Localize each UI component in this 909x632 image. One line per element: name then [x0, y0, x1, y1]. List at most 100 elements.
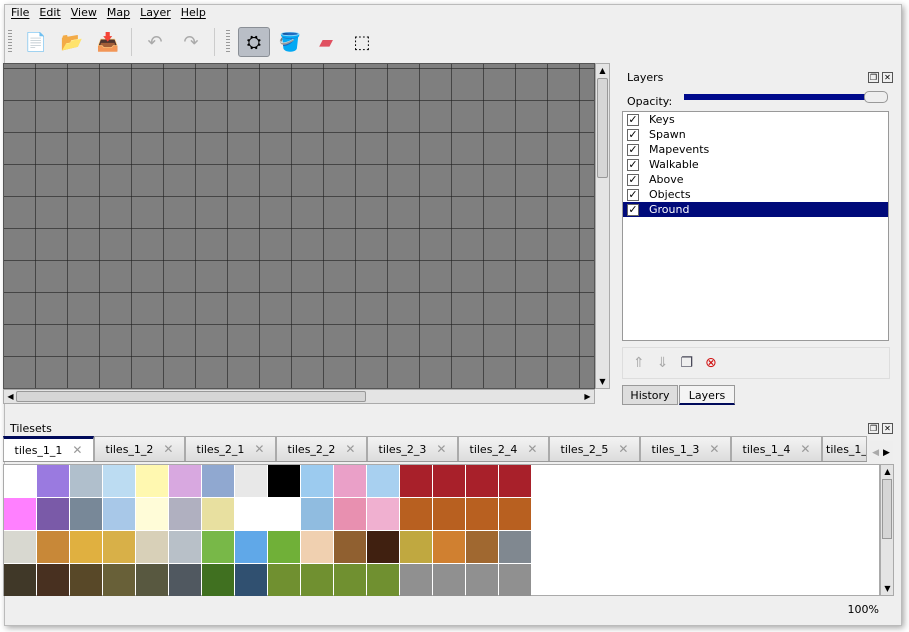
undo-button[interactable]: ↶: [139, 27, 171, 57]
tile[interactable]: [466, 531, 498, 563]
opacity-slider[interactable]: [684, 94, 866, 100]
close-tab-icon[interactable]: ✕: [254, 442, 265, 456]
close-tab-icon[interactable]: ✕: [800, 442, 811, 456]
visibility-checkbox[interactable]: ✓: [627, 202, 639, 216]
tile[interactable]: [400, 465, 432, 497]
visibility-checkbox[interactable]: ✓: [627, 142, 639, 156]
tile[interactable]: [367, 465, 399, 497]
tile[interactable]: [136, 465, 168, 497]
map-canvas[interactable]: [3, 63, 595, 389]
tile[interactable]: [433, 531, 465, 563]
tile[interactable]: [37, 564, 69, 596]
tile[interactable]: [499, 465, 531, 497]
scroll-right-icon[interactable]: ▶: [883, 448, 890, 458]
tile[interactable]: [466, 564, 498, 596]
tile[interactable]: [301, 498, 333, 530]
menu-help[interactable]: Help: [180, 6, 206, 19]
tile[interactable]: [136, 531, 168, 563]
close-tab-icon[interactable]: ✕: [345, 442, 356, 456]
opacity-slider-handle[interactable]: [864, 91, 888, 103]
map-vertical-scrollbar[interactable]: ▲ ▼: [595, 63, 610, 389]
save-button[interactable]: 📥: [92, 27, 124, 57]
tile[interactable]: [235, 564, 267, 596]
tileset-vertical-scrollbar[interactable]: ▲ ▼: [880, 464, 894, 596]
tile[interactable]: [433, 465, 465, 497]
tile[interactable]: [70, 531, 102, 563]
tab-scroll[interactable]: ◀ ▶: [869, 441, 893, 465]
tile[interactable]: [433, 564, 465, 596]
tile[interactable]: [37, 465, 69, 497]
duplicate-layer-icon[interactable]: ❐: [680, 355, 694, 371]
menu-map[interactable]: Map: [106, 6, 131, 19]
tab-tiles_1_4[interactable]: tiles_1_4 ✕: [731, 436, 822, 461]
tile[interactable]: [499, 564, 531, 596]
tile[interactable]: [367, 564, 399, 596]
redo-button[interactable]: ↷: [175, 27, 207, 57]
close-tab-icon[interactable]: ✕: [72, 443, 83, 457]
tile[interactable]: [235, 531, 267, 563]
tile[interactable]: [169, 531, 201, 563]
tile[interactable]: [169, 498, 201, 530]
tile[interactable]: [433, 498, 465, 530]
tile[interactable]: [235, 498, 267, 530]
tile[interactable]: [4, 531, 36, 563]
raise-layer-icon[interactable]: ⇑: [633, 355, 645, 371]
tab-tiles_2_3[interactable]: tiles_2_3 ✕: [367, 436, 458, 461]
layer-item[interactable]: ✓ Objects: [623, 187, 888, 202]
layer-item[interactable]: ✓ Mapevents: [623, 142, 888, 157]
visibility-checkbox[interactable]: ✓: [627, 187, 639, 201]
layer-item[interactable]: ✓ Above: [623, 172, 888, 187]
close-tab-icon[interactable]: ✕: [709, 442, 720, 456]
map-horizontal-scrollbar[interactable]: ◀ ▶: [3, 389, 595, 404]
tile[interactable]: [169, 564, 201, 596]
layer-item[interactable]: ✓ Walkable: [623, 157, 888, 172]
tile[interactable]: [202, 498, 234, 530]
close-icon[interactable]: ✕: [882, 72, 893, 83]
tab-tiles_1_2[interactable]: tiles_1_2 ✕: [94, 436, 185, 461]
menu-layer[interactable]: Layer: [140, 6, 171, 19]
close-icon[interactable]: ✕: [882, 423, 893, 434]
tile[interactable]: [136, 564, 168, 596]
float-icon[interactable]: ❐: [868, 72, 879, 83]
tile[interactable]: [136, 498, 168, 530]
close-tab-icon[interactable]: ✕: [618, 442, 629, 456]
tile[interactable]: [268, 498, 300, 530]
tile[interactable]: [268, 465, 300, 497]
tab-tiles_2_1[interactable]: tiles_2_1 ✕: [185, 436, 276, 461]
toolbar-grip[interactable]: [8, 30, 12, 54]
tile[interactable]: [499, 531, 531, 563]
tile[interactable]: [400, 564, 432, 596]
tile[interactable]: [268, 531, 300, 563]
tile[interactable]: [334, 498, 366, 530]
menu-view[interactable]: View: [70, 6, 97, 19]
tile[interactable]: [466, 498, 498, 530]
tile[interactable]: [70, 564, 102, 596]
tile[interactable]: [466, 465, 498, 497]
tile[interactable]: [169, 465, 201, 497]
new-button[interactable]: 📄: [20, 27, 52, 57]
tile[interactable]: [400, 498, 432, 530]
rect-select-button[interactable]: ⬚: [346, 27, 378, 57]
float-icon[interactable]: ❐: [868, 423, 879, 434]
tile[interactable]: [400, 531, 432, 563]
stamp-button[interactable]: ⛭: [238, 27, 270, 57]
tile[interactable]: [70, 498, 102, 530]
open-button[interactable]: 📂: [56, 27, 88, 57]
tile[interactable]: [202, 531, 234, 563]
tile[interactable]: [301, 564, 333, 596]
tile[interactable]: [202, 564, 234, 596]
tile[interactable]: [334, 531, 366, 563]
tile[interactable]: [334, 465, 366, 497]
tab-tiles_2_2[interactable]: tiles_2_2 ✕: [276, 436, 367, 461]
tile[interactable]: [103, 564, 135, 596]
visibility-checkbox[interactable]: ✓: [627, 112, 639, 126]
tile[interactable]: [334, 564, 366, 596]
layer-item[interactable]: ✓ Ground: [623, 202, 888, 217]
menu-edit[interactable]: Edit: [39, 6, 61, 19]
tile[interactable]: [4, 498, 36, 530]
tab-tiles_1_[interactable]: tiles_1_: [822, 436, 867, 461]
tile[interactable]: [301, 465, 333, 497]
menu-file[interactable]: File: [11, 6, 30, 19]
tab-tiles_2_5[interactable]: tiles_2_5 ✕: [549, 436, 640, 461]
tab-tiles_1_3[interactable]: tiles_1_3 ✕: [640, 436, 731, 461]
